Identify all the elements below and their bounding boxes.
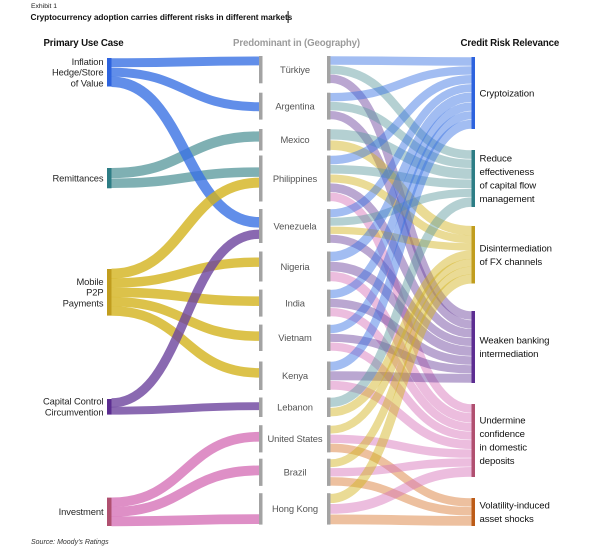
svg-text:Lebanon: Lebanon	[277, 402, 313, 413]
svg-text:effectiveness: effectiveness	[480, 167, 535, 178]
svg-text:asset shocks: asset shocks	[480, 514, 535, 525]
svg-text:Capital Control: Capital Control	[43, 396, 104, 407]
svg-text:Inflation: Inflation	[72, 56, 104, 67]
svg-text:Weaken banking: Weaken banking	[480, 336, 550, 347]
svg-text:deposits: deposits	[480, 456, 515, 467]
svg-text:Reduce: Reduce	[480, 154, 512, 165]
svg-text:Argentina: Argentina	[275, 100, 315, 111]
svg-text:Exhibit 1: Exhibit 1	[31, 3, 57, 10]
svg-text:Disintermediation: Disintermediation	[480, 243, 552, 254]
svg-text:Venezuela: Venezuela	[274, 220, 318, 231]
svg-text:Vietnam: Vietnam	[278, 332, 312, 343]
svg-text:intermediation: intermediation	[480, 349, 539, 360]
svg-text:Source: Moody's Ratings: Source: Moody's Ratings	[31, 539, 109, 546]
svg-text:Circumvention: Circumvention	[45, 407, 104, 418]
svg-text:Primary Use Case: Primary Use Case	[44, 38, 125, 49]
svg-text:Türkiye: Türkiye	[280, 64, 310, 75]
svg-text:Remittances: Remittances	[52, 172, 103, 183]
svg-text:Credit Risk Relevance: Credit Risk Relevance	[461, 38, 560, 49]
svg-text:Hedge/Store: Hedge/Store	[52, 67, 104, 78]
svg-text:Philippines: Philippines	[273, 173, 318, 184]
svg-text:Hong Kong: Hong Kong	[272, 503, 318, 514]
svg-text:India: India	[285, 297, 306, 308]
svg-text:Brazil: Brazil	[284, 467, 307, 478]
svg-text:confidence: confidence	[480, 429, 525, 440]
svg-text:Mobile: Mobile	[76, 276, 103, 287]
svg-text:of capital flow: of capital flow	[480, 181, 537, 192]
svg-text:Nigeria: Nigeria	[281, 261, 311, 272]
svg-text:United States: United States	[268, 433, 323, 444]
svg-text:Mexico: Mexico	[280, 134, 309, 145]
svg-text:in domestic: in domestic	[480, 443, 528, 454]
svg-text:Cryptocurrency adoption carrie: Cryptocurrency adoption carries differen…	[31, 12, 293, 22]
svg-text:Investment: Investment	[59, 506, 104, 517]
svg-text:of Value: of Value	[71, 77, 104, 88]
svg-text:Kenya: Kenya	[282, 370, 309, 381]
svg-text:P2P: P2P	[86, 287, 103, 298]
svg-text:of FX channels: of FX channels	[480, 257, 543, 268]
svg-text:Predominant in (Geography): Predominant in (Geography)	[233, 38, 360, 49]
svg-text:Undermine: Undermine	[480, 416, 526, 427]
svg-text:Payments: Payments	[63, 297, 104, 308]
svg-text:management: management	[480, 194, 535, 205]
svg-text:Volatility-induced: Volatility-induced	[480, 501, 550, 512]
svg-text:Cryptoization: Cryptoization	[480, 88, 535, 99]
